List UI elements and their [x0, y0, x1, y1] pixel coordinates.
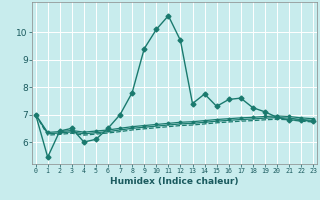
X-axis label: Humidex (Indice chaleur): Humidex (Indice chaleur) [110, 177, 239, 186]
